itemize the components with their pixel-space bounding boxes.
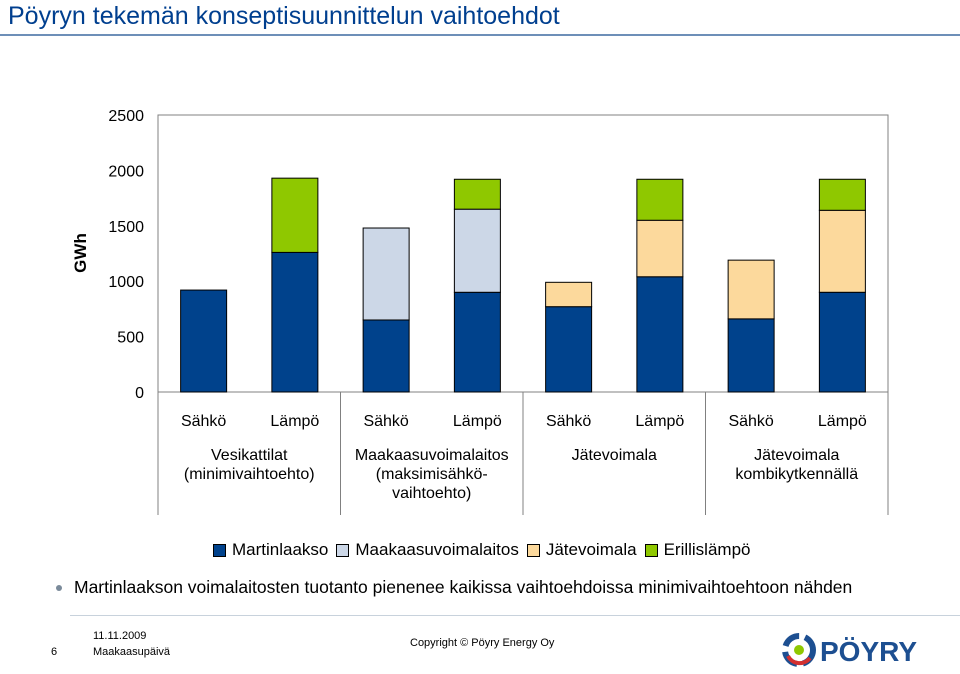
legend-item-jatevoimala: Jätevoimala bbox=[526, 540, 637, 560]
bar-segment bbox=[453, 178, 501, 210]
y-tick-label: 500 bbox=[117, 330, 144, 347]
legend-item-erillislampo: Erillislämpö bbox=[644, 540, 751, 560]
legend-label-maakaasuvoimalaitos: Maakaasuvoimalaitos bbox=[355, 540, 519, 559]
page-number: 6 bbox=[51, 646, 58, 658]
x-category-label: Sähkö bbox=[181, 413, 226, 430]
bullet-icon bbox=[56, 585, 62, 591]
bar-segment bbox=[453, 208, 501, 293]
x-category-label: Lämpö bbox=[818, 413, 867, 430]
legend-swatch-martinlaakso bbox=[213, 543, 226, 557]
chart-legend: Martinlaakso Maakaasuvoimalaitos Jätevoi… bbox=[213, 540, 758, 560]
y-tick-label: 0 bbox=[135, 385, 144, 402]
footer-copyright: Copyright © Pöyry Energy Oy bbox=[410, 637, 555, 649]
group-label: Maakaasuvoimalaitos (maksimisähkö- vaiht… bbox=[354, 447, 509, 502]
svg-text:PÖYRY: PÖYRY bbox=[820, 636, 917, 667]
x-category-label: Lämpö bbox=[635, 413, 684, 430]
bar-segment bbox=[818, 291, 866, 393]
legend-swatch-erillislampo bbox=[644, 543, 658, 557]
group-label: Jätevoimala bbox=[571, 447, 657, 464]
y-axis-label: GWh bbox=[71, 233, 90, 273]
stacked-bar-chart: 0 500 1000 1500 2000 2500 GWh Sähkö Lämpö Sähkö Lä… bbox=[71, 108, 889, 515]
bar-segment bbox=[636, 219, 684, 278]
x-category-label: Sähkö bbox=[363, 413, 408, 430]
group-label: Jätevoimala kombikytkennällä bbox=[735, 447, 859, 483]
y-tick-label: 1000 bbox=[108, 274, 144, 291]
y-tick-label: 2000 bbox=[108, 163, 144, 180]
poyry-logo: PÖYRY bbox=[782, 633, 917, 667]
footer-date: 11.11.2009 bbox=[93, 630, 147, 642]
bar-segment bbox=[271, 177, 319, 253]
bar-segment bbox=[453, 291, 501, 393]
bar-segment bbox=[818, 209, 866, 293]
legend-item-martinlaakso: Martinlaakso bbox=[213, 540, 328, 560]
legend-label-erillislampo: Erillislämpö bbox=[663, 540, 751, 559]
bar-segment bbox=[727, 259, 775, 320]
legend-label-jatevoimala: Jätevoimala bbox=[545, 540, 637, 559]
legend-swatch-jatevoimala bbox=[526, 543, 540, 557]
footer-event: Maakaasupäivä bbox=[93, 646, 171, 658]
bar-segment bbox=[636, 178, 684, 221]
x-category-label: Sähkö bbox=[728, 413, 773, 430]
legend-item-maakaasuvoimalaitos: Maakaasuvoimalaitos bbox=[336, 540, 519, 560]
bar-segment bbox=[727, 318, 775, 393]
plot-area bbox=[157, 114, 889, 393]
title-divider bbox=[0, 34, 960, 36]
bar-segment bbox=[362, 319, 410, 393]
x-category-label: Lämpö bbox=[270, 413, 319, 430]
footer-divider bbox=[70, 615, 960, 616]
bar-segment bbox=[545, 306, 593, 393]
y-tick-label: 2500 bbox=[108, 108, 144, 125]
bar-segment bbox=[362, 227, 410, 321]
slide-title: Pöyryn tekemän konseptisuunnittelun vaih… bbox=[8, 2, 560, 30]
y-tick-label: 1500 bbox=[108, 219, 144, 236]
legend-label-martinlaakso: Martinlaakso bbox=[232, 540, 329, 559]
x-category-label: Lämpö bbox=[453, 413, 502, 430]
bar-segment bbox=[818, 178, 866, 211]
bar-segment bbox=[180, 289, 228, 393]
x-category-label: Sähkö bbox=[546, 413, 591, 430]
group-label: Vesikattilat (minimivaihtoehto) bbox=[183, 447, 315, 483]
legend-swatch-maakaasuvoimalaitos bbox=[336, 543, 350, 557]
bar-segment bbox=[271, 251, 319, 393]
bar-segment bbox=[545, 281, 593, 308]
bar-segment bbox=[636, 276, 684, 393]
summary-note: Martinlaakson voimalaitosten tuotanto pi… bbox=[74, 577, 853, 597]
